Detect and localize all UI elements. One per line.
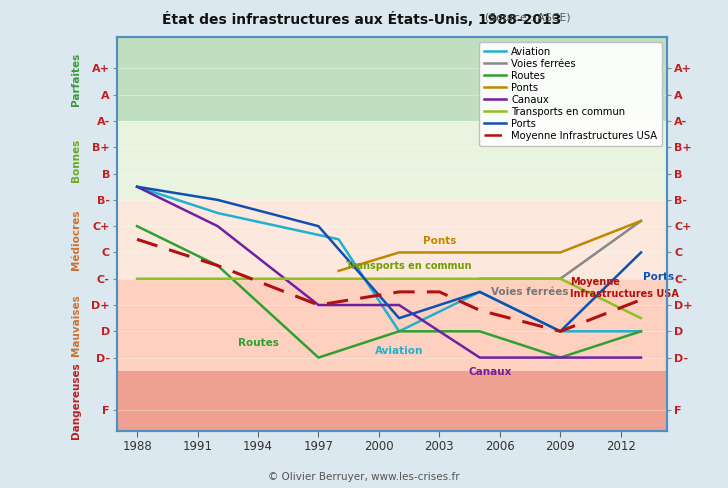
Bar (117, 121, 667, 200)
Text: État des infrastructures aux États-Unis, 1988-2013: État des infrastructures aux États-Unis,… (162, 12, 566, 27)
Text: Voies ferrées: Voies ferrées (491, 287, 569, 297)
Text: © Olivier Berruyer, www.les-crises.fr: © Olivier Berruyer, www.les-crises.fr (268, 472, 460, 482)
Bar (117, 279, 667, 371)
Legend: Aviation, Voies ferrées, Routes, Ponts, Canaux, Transports en commun, Ports, Moy: Aviation, Voies ferrées, Routes, Ponts, … (479, 42, 662, 146)
Text: Médiocres: Médiocres (71, 209, 81, 269)
Text: (Source : ASCE): (Source : ASCE) (485, 12, 571, 22)
Bar (117, 371, 667, 431)
Text: Bonnes: Bonnes (71, 139, 81, 182)
Text: Aviation: Aviation (375, 346, 423, 356)
Text: Mauvaises: Mauvaises (71, 294, 81, 356)
Bar (117, 200, 667, 279)
Text: Transports en commun: Transports en commun (347, 261, 472, 271)
Text: Ponts: Ponts (423, 236, 456, 245)
Text: Moyenne
Infrastructures USA: Moyenne Infrastructures USA (571, 277, 679, 299)
Bar (117, 37, 667, 121)
Text: Routes: Routes (237, 338, 278, 348)
Text: Ports: Ports (643, 272, 674, 283)
Text: Parfaites: Parfaites (71, 52, 81, 105)
Text: Dangereuses: Dangereuses (71, 363, 81, 439)
Text: Canaux: Canaux (468, 367, 512, 377)
